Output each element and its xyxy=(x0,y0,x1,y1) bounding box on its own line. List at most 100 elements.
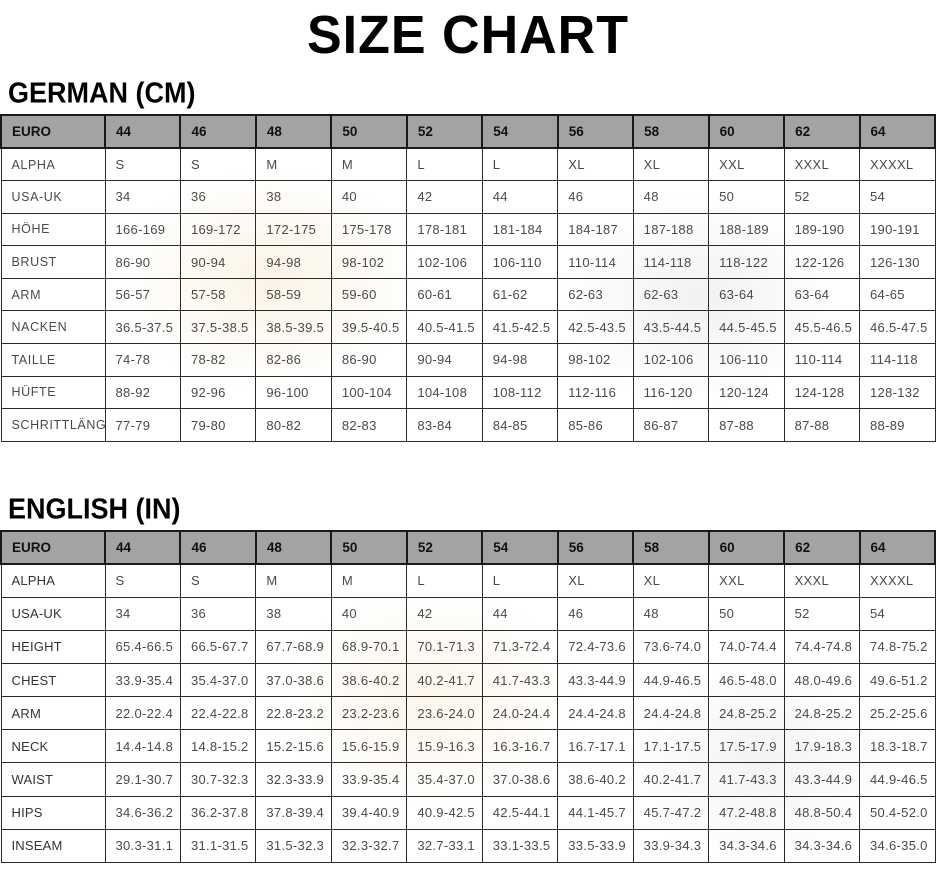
row-label: NACKEN xyxy=(0,310,106,345)
table-cell: 16.7-17.1 xyxy=(557,729,634,764)
table-cell: M xyxy=(330,147,408,182)
table-cell: XL xyxy=(632,563,710,598)
table-cell: 40.2-41.7 xyxy=(406,662,483,698)
table-cell: 52 xyxy=(783,180,861,214)
row-label: USA-UK xyxy=(0,180,106,214)
table-cell: 32.3-32.7 xyxy=(330,828,408,864)
table-cell: 122-126 xyxy=(783,245,861,279)
table-cell: 62-63 xyxy=(557,277,634,312)
table-cell: 36.2-37.8 xyxy=(179,795,257,830)
column-header: 60 xyxy=(707,529,786,565)
table-cell: 175-178 xyxy=(330,212,408,247)
table-cell: 64-65 xyxy=(859,277,936,312)
table-cell: 90-94 xyxy=(179,245,257,279)
table-row: USA-UK 34 36 38 40 42 44 46 48 50 52 54 xyxy=(0,596,936,631)
table-row: HÖHE 166-169 169-172 172-175 175-178 178-181 1… xyxy=(0,212,936,247)
table-row: ALPHA S S M M L L XL XL XXL XXXL XXXXL xyxy=(0,563,936,598)
column-header: 54 xyxy=(481,529,559,565)
table-row: ARM 56-57 57-58 58-59 59-60 60-61 61-62 62-63 62… xyxy=(0,277,936,312)
table-cell: 41.5-42.5 xyxy=(481,310,559,345)
table-cell: 189-190 xyxy=(783,212,861,247)
table-cell: 44.1-45.7 xyxy=(557,795,634,830)
table-cell: 37.8-39.4 xyxy=(255,795,332,830)
table-cell: 184-187 xyxy=(557,212,634,247)
table-cell: 38 xyxy=(255,596,332,631)
table-cell: 84-85 xyxy=(481,408,559,442)
table-body: ALPHA S S M M L L XL XL XXL XXXL XXXXL USA-UK 34 36 38 4… xyxy=(0,147,936,442)
table-row: CHEST 33.9-35.4 35.4-37.0 37.0-38.6 38.6-40.… xyxy=(0,662,936,698)
table-cell: 46.5-47.5 xyxy=(859,310,936,345)
table-cell: 88-89 xyxy=(859,408,936,442)
table-cell: XL xyxy=(557,563,634,598)
table-cell: 61-62 xyxy=(481,277,559,312)
column-header: 64 xyxy=(858,529,936,565)
table-cell: 110-114 xyxy=(557,245,634,279)
table-cell: 34.6-35.0 xyxy=(859,828,936,864)
table-cell: 74.8-75.2 xyxy=(859,629,936,664)
table-cell: 74.4-74.8 xyxy=(783,629,861,664)
table-row: HÜFTE 88-92 92-96 96-100 100-104 104-108 108-1… xyxy=(0,375,936,410)
table-cell: 40 xyxy=(330,180,408,214)
table-cell: 33.9-34.3 xyxy=(632,828,710,864)
table-cell: 40 xyxy=(330,596,408,631)
table-cell: 74-78 xyxy=(104,343,181,377)
table-cell: 14.4-14.8 xyxy=(104,729,181,764)
table-cell: 67.7-68.9 xyxy=(255,629,332,664)
column-header: 62 xyxy=(783,529,861,565)
table-cell: 23.6-24.0 xyxy=(406,696,483,731)
table-cell: 77-79 xyxy=(104,408,181,442)
table-cell: 98-102 xyxy=(557,343,634,377)
row-label: BRUST xyxy=(0,245,106,279)
table-cell: 40.5-41.5 xyxy=(406,310,483,345)
column-header: 46 xyxy=(179,529,257,565)
table-cell: 110-114 xyxy=(783,343,861,377)
table-cell: 49.6-51.2 xyxy=(859,662,936,698)
table-cell: 31.1-31.5 xyxy=(179,828,257,864)
table-cell: 34.3-34.6 xyxy=(708,828,785,864)
row-label-header: EURO xyxy=(0,529,106,565)
row-label: HÖHE xyxy=(0,212,106,247)
table-row: NACKEN 36.5-37.5 37.5-38.5 38.5-39.5 39.5-40… xyxy=(0,310,936,345)
table-cell: XXXXL xyxy=(859,147,936,182)
table-cell: 106-110 xyxy=(708,343,785,377)
table-cell: 15.9-16.3 xyxy=(406,729,483,764)
table-cell: XXL xyxy=(708,147,785,182)
table-cell: S xyxy=(179,563,257,598)
table-cell: 80-82 xyxy=(255,408,332,442)
table-cell: 17.5-17.9 xyxy=(708,729,785,764)
header-row: EURO 44 46 48 50 52 54 56 58 60 62 64 xyxy=(0,114,936,149)
column-header: 52 xyxy=(405,529,484,565)
table-cell: 36 xyxy=(179,180,257,214)
table-cell: 188-189 xyxy=(708,212,785,247)
table-cell: 37.5-38.5 xyxy=(179,310,257,345)
table-cell: 178-181 xyxy=(406,212,483,247)
table-cell: 86-87 xyxy=(632,408,710,442)
section-heading-english: ENGLISH (IN) xyxy=(8,493,181,525)
table-cell: 92-96 xyxy=(179,375,257,410)
table-row: ALPHA S S M M L L XL XL XXL XXXL XXXXL xyxy=(0,147,936,182)
column-header: 50 xyxy=(330,114,408,149)
table-cell: 73.6-74.0 xyxy=(632,629,710,664)
table-cell: 114-118 xyxy=(859,343,936,377)
table-cell: 88-92 xyxy=(104,375,181,410)
table-cell: 41.7-43.3 xyxy=(481,662,559,698)
table-cell: 17.9-18.3 xyxy=(783,729,861,764)
table-cell: 48.8-50.4 xyxy=(783,795,861,830)
table-cell: S xyxy=(104,563,181,598)
table-cell: 63-64 xyxy=(783,277,861,312)
column-header: 44 xyxy=(103,114,182,149)
table-cell: S xyxy=(104,147,181,182)
table-body: ALPHA S S M M L L XL XL XXL XXXL XXXXL USA-UK 34 36 38 4… xyxy=(0,563,936,864)
table-cell: 116-120 xyxy=(632,375,710,410)
table-cell: 59-60 xyxy=(330,277,408,312)
table-cell: 14.8-15.2 xyxy=(179,729,257,764)
table-cell: 39.4-40.9 xyxy=(330,795,408,830)
page-title: SIZE CHART xyxy=(307,5,629,66)
table-cell: 42.5-44.1 xyxy=(481,795,559,830)
column-header: 46 xyxy=(179,114,257,149)
table-cell: 37.0-38.6 xyxy=(255,662,332,698)
table-cell: 87-88 xyxy=(783,408,861,442)
table-cell: 65.4-66.5 xyxy=(104,629,181,664)
table-cell: 34.6-36.2 xyxy=(104,795,181,830)
table-cell: 35.4-37.0 xyxy=(179,662,257,698)
